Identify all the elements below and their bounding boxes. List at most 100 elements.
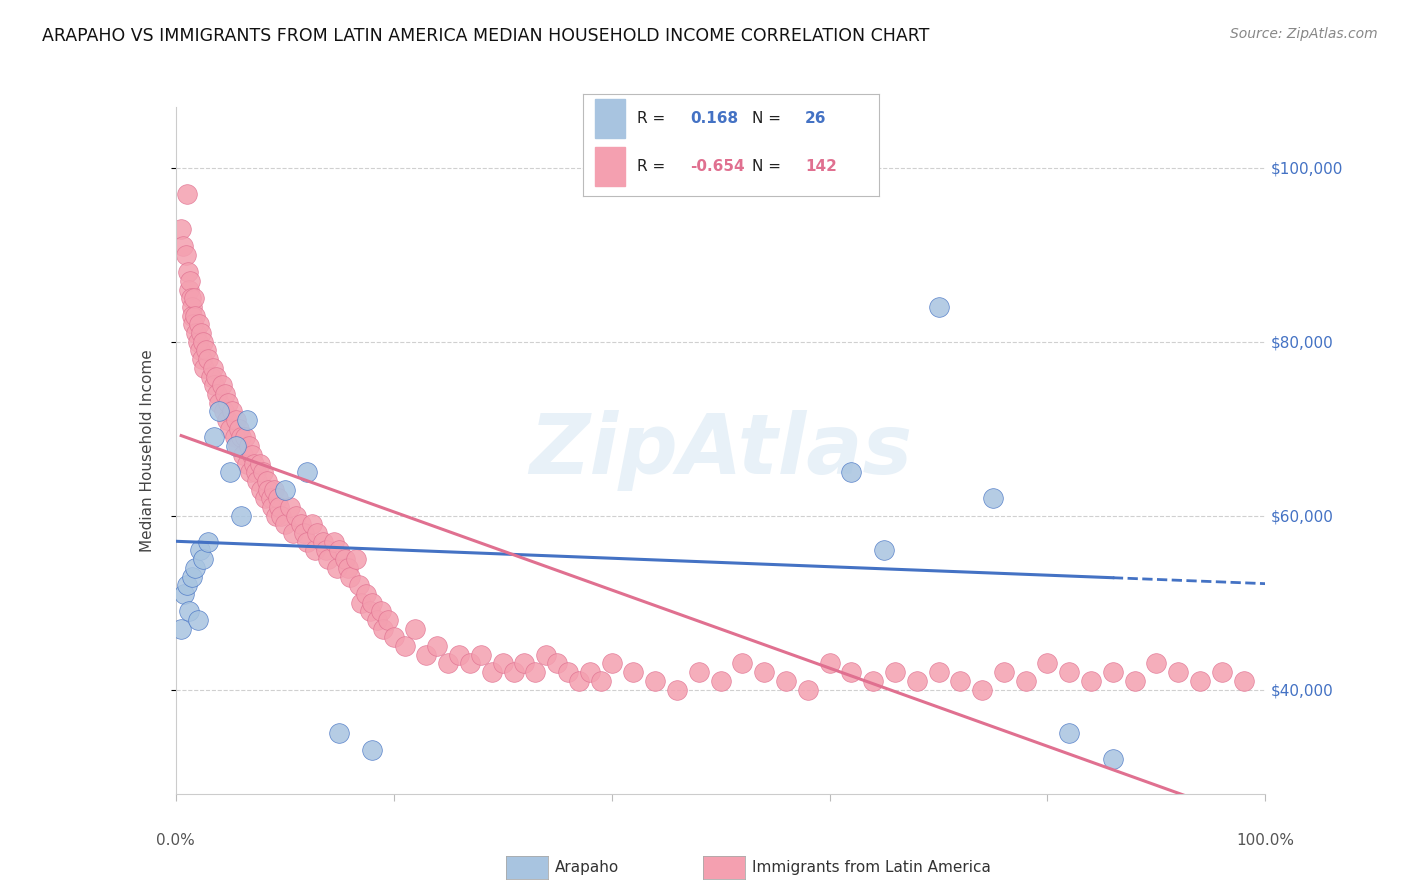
Text: 0.168: 0.168 <box>690 111 738 126</box>
FancyBboxPatch shape <box>595 99 624 137</box>
Point <box>225 413 247 427</box>
Point <box>382 631 405 645</box>
Point <box>884 665 907 680</box>
Point <box>264 508 287 523</box>
Point <box>644 673 666 688</box>
Point <box>176 578 198 592</box>
Point <box>970 682 993 697</box>
Text: N =: N = <box>752 111 780 126</box>
Point <box>172 239 194 253</box>
Text: ZipAtlas: ZipAtlas <box>529 410 912 491</box>
Point <box>328 543 350 558</box>
Point <box>188 343 211 358</box>
Point <box>235 457 257 471</box>
Point <box>710 673 733 688</box>
Point <box>224 430 246 444</box>
Point <box>405 622 427 636</box>
Point <box>240 448 263 462</box>
Text: N =: N = <box>752 159 780 174</box>
Point <box>184 309 207 323</box>
Point <box>568 673 591 688</box>
Point <box>949 673 972 688</box>
Point <box>191 352 214 367</box>
Point <box>219 465 242 479</box>
Point <box>267 491 290 506</box>
Point <box>754 665 776 680</box>
Point <box>315 543 337 558</box>
Point <box>513 657 536 671</box>
Point <box>290 517 312 532</box>
Point <box>181 309 204 323</box>
Point <box>1080 673 1102 688</box>
Point <box>1102 665 1125 680</box>
Point <box>238 439 260 453</box>
Point <box>1036 657 1059 671</box>
Text: 100.0%: 100.0% <box>1236 833 1295 847</box>
Point <box>177 604 200 618</box>
Point <box>249 483 271 497</box>
Point <box>231 430 253 444</box>
Point <box>174 248 197 262</box>
FancyBboxPatch shape <box>595 147 624 186</box>
Point <box>205 369 228 384</box>
Point <box>1167 665 1189 680</box>
Point <box>191 552 214 566</box>
Point <box>200 369 222 384</box>
Point <box>245 465 267 479</box>
Point <box>235 413 257 427</box>
Point <box>187 318 209 332</box>
Point <box>217 395 239 409</box>
Point <box>170 221 193 235</box>
Point <box>191 334 214 349</box>
Text: ARAPAHO VS IMMIGRANTS FROM LATIN AMERICA MEDIAN HOUSEHOLD INCOME CORRELATION CHA: ARAPAHO VS IMMIGRANTS FROM LATIN AMERICA… <box>42 27 929 45</box>
Point <box>225 439 247 453</box>
Point <box>366 613 388 627</box>
Point <box>284 508 307 523</box>
Point <box>841 465 863 479</box>
Point <box>235 430 257 444</box>
Point <box>666 682 689 697</box>
Point <box>304 543 326 558</box>
Text: 0.0%: 0.0% <box>156 833 195 847</box>
Point <box>307 526 329 541</box>
Point <box>775 673 797 688</box>
Point <box>600 657 623 671</box>
Point <box>252 465 274 479</box>
Point <box>254 491 277 506</box>
Point <box>295 534 318 549</box>
Point <box>318 552 340 566</box>
Point <box>249 457 271 471</box>
Point <box>426 639 449 653</box>
Point <box>278 500 301 514</box>
Point <box>292 526 315 541</box>
Point <box>246 474 269 488</box>
Point <box>731 657 754 671</box>
Point <box>415 648 437 662</box>
Point <box>259 491 281 506</box>
Text: 26: 26 <box>804 111 827 126</box>
Point <box>502 665 524 680</box>
Point <box>377 613 399 627</box>
Point <box>270 508 292 523</box>
Text: 142: 142 <box>804 159 837 174</box>
Point <box>181 300 204 314</box>
Point <box>981 491 1004 506</box>
Point <box>228 422 250 436</box>
Point <box>360 743 382 757</box>
Point <box>179 274 201 288</box>
Point <box>1057 726 1080 740</box>
Point <box>177 265 200 279</box>
Text: Source: ZipAtlas.com: Source: ZipAtlas.com <box>1230 27 1378 41</box>
Point <box>256 474 278 488</box>
Point <box>1211 665 1233 680</box>
Point <box>186 613 209 627</box>
Point <box>193 360 215 375</box>
Point <box>274 483 297 497</box>
Point <box>688 665 710 680</box>
Point <box>873 543 896 558</box>
Point <box>928 300 950 314</box>
Point <box>208 395 231 409</box>
Point <box>183 291 205 305</box>
Point <box>208 404 231 418</box>
Text: R =: R = <box>637 111 665 126</box>
